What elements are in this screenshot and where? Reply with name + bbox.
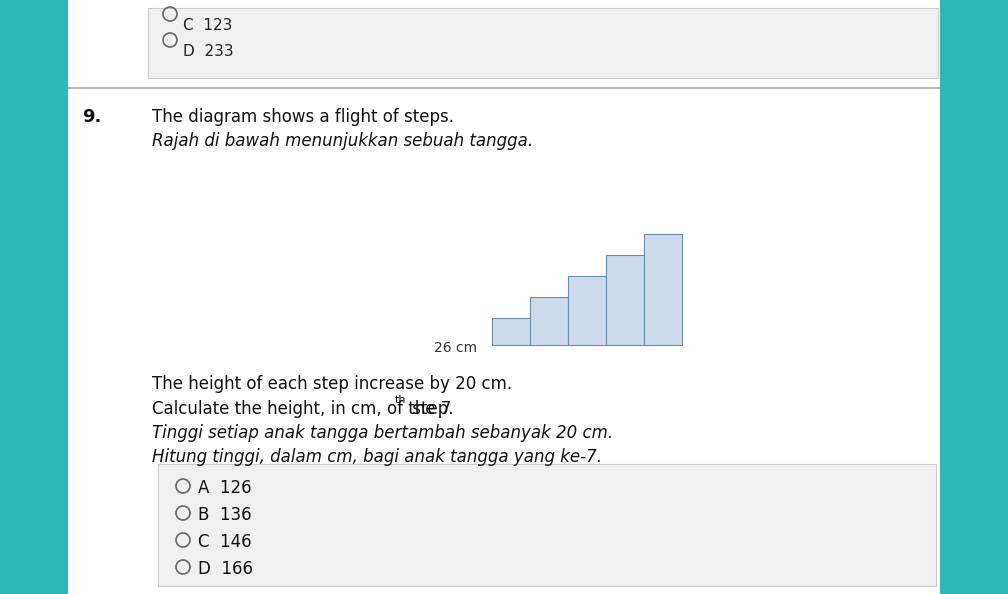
Text: C  146: C 146 — [198, 533, 252, 551]
Text: Tinggi setiap anak tangga bertambah sebanyak 20 cm.: Tinggi setiap anak tangga bertambah seba… — [152, 424, 613, 442]
Bar — [606, 255, 644, 345]
Text: D  166: D 166 — [198, 560, 253, 578]
Text: The height of each step increase by 20 cm.: The height of each step increase by 20 c… — [152, 375, 512, 393]
Text: Calculate the height, in cm, of the 7: Calculate the height, in cm, of the 7 — [152, 400, 452, 418]
Bar — [492, 318, 530, 345]
Text: B  136: B 136 — [198, 506, 252, 524]
Text: The diagram shows a flight of steps.: The diagram shows a flight of steps. — [152, 108, 454, 126]
Text: step.: step. — [407, 400, 454, 418]
Text: D  233: D 233 — [183, 44, 234, 59]
FancyBboxPatch shape — [148, 8, 938, 78]
Bar — [644, 233, 682, 345]
Text: C  123: C 123 — [183, 18, 233, 33]
Bar — [940, 0, 1008, 594]
Text: th: th — [394, 395, 406, 405]
Text: 26 cm: 26 cm — [434, 341, 477, 355]
Bar — [568, 276, 606, 345]
Bar — [530, 296, 568, 345]
Text: A  126: A 126 — [198, 479, 252, 497]
Text: Hitung tinggi, dalam cm, bagi anak tangga yang ke-7.: Hitung tinggi, dalam cm, bagi anak tangg… — [152, 448, 602, 466]
Bar — [0, 0, 68, 594]
Text: 9.: 9. — [82, 108, 102, 126]
FancyBboxPatch shape — [158, 464, 936, 586]
Text: Rajah di bawah menunjukkan sebuah tangga.: Rajah di bawah menunjukkan sebuah tangga… — [152, 132, 533, 150]
